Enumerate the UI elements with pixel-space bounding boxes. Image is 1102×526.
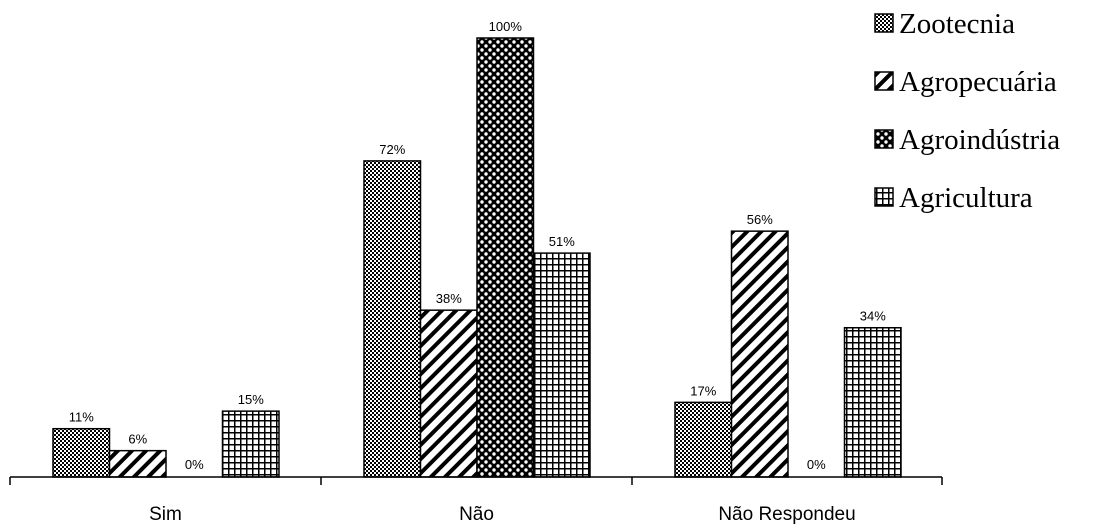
data-label: 100%: [489, 19, 523, 34]
legend-label: Zootecnia: [899, 8, 1015, 40]
x-tick-label: Não Respondeu: [718, 504, 855, 525]
bar-não-agroindústria: [476, 37, 535, 478]
bar-não-respondeu-agricultura: [843, 326, 902, 478]
bar-sim-agropecuária: [108, 449, 167, 478]
x-tick-label: Não: [459, 504, 494, 525]
legend-label: Agroindústria: [899, 124, 1060, 156]
bar-sim-zootecnia: [52, 427, 111, 478]
legend-label: Agricultura: [899, 182, 1033, 214]
data-label: 15%: [238, 392, 264, 407]
data-label: 6%: [128, 432, 147, 447]
data-label: 34%: [860, 309, 886, 324]
legend-swatch-agroindústria: [874, 129, 894, 149]
legend: Zootecnia Agropecuária Agroindústria Agricu…: [874, 8, 1060, 214]
x-axis: Sim Não Não Respondeu: [9, 476, 943, 525]
bar-não-respondeu-zootecnia: [674, 401, 733, 478]
data-label: 11%: [69, 410, 94, 425]
bar-não-zootecnia: [363, 160, 422, 478]
x-tick-label: Sim: [149, 504, 182, 525]
data-label: 72%: [379, 142, 405, 157]
data-label: 56%: [747, 212, 773, 227]
legend-swatch-agricultura: [874, 187, 894, 207]
legend-swatch-zootecnia: [874, 13, 894, 33]
bar-não-respondeu-agropecuária: [730, 230, 789, 478]
legend-swatch-agropecuária: [874, 71, 894, 91]
data-labels-layer: 11% 6% 0% 15% 72% 38% 100% 51% 17% 56% 0% 34%: [69, 19, 886, 472]
data-label: 38%: [436, 291, 462, 306]
data-label: 0%: [807, 457, 826, 472]
data-label: 0%: [185, 457, 204, 472]
bars-layer: [52, 37, 902, 478]
bar-não-agricultura: [532, 252, 591, 478]
bar-não-agropecuária: [419, 309, 478, 478]
bar-sim-agricultura: [221, 410, 280, 478]
legend-label: Agropecuária: [899, 66, 1057, 98]
data-label: 17%: [690, 383, 716, 398]
data-label: 51%: [549, 234, 575, 249]
